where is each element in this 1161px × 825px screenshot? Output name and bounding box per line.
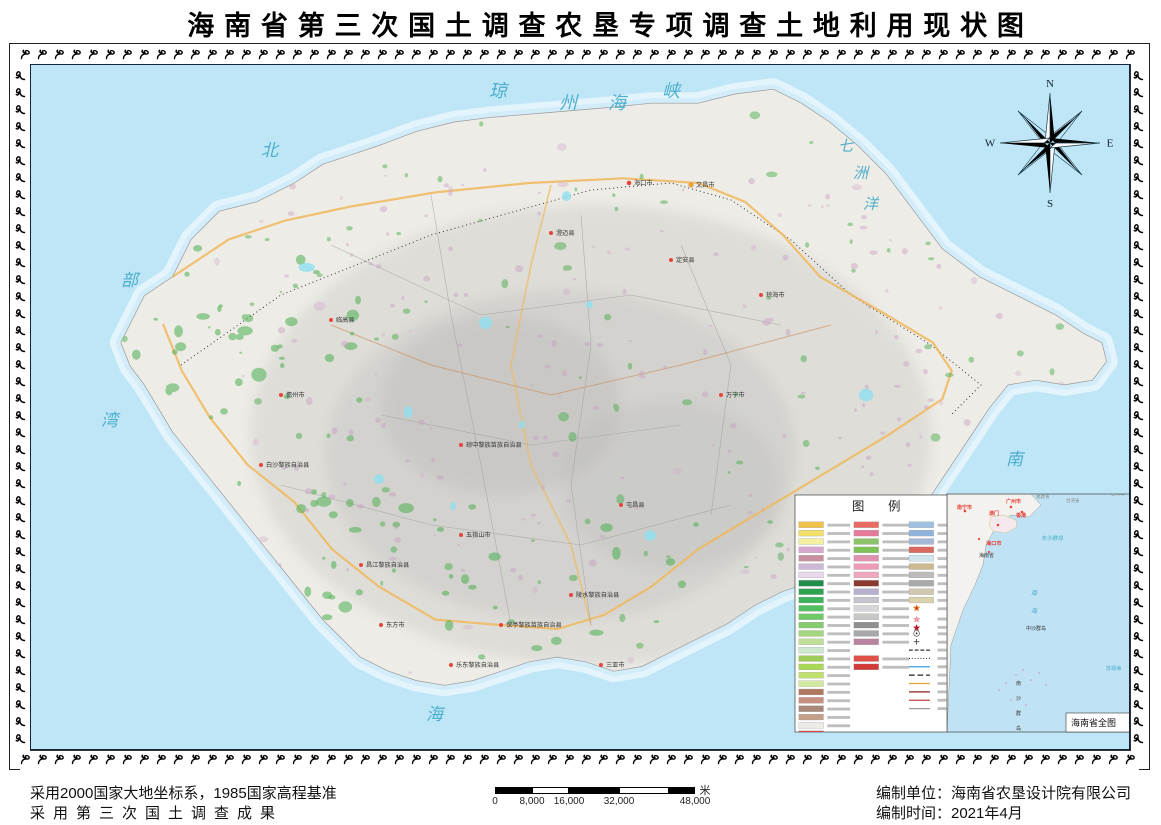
svg-text:广州市: 广州市 [1006, 498, 1021, 505]
svg-text:三亚市: 三亚市 [606, 661, 625, 669]
svg-text:澄迈县: 澄迈县 [556, 229, 575, 237]
svg-text:南: 南 [1031, 589, 1038, 597]
svg-text:W: W [985, 138, 996, 150]
svg-text:S: S [1047, 198, 1053, 210]
svg-text:峡: 峡 [662, 81, 682, 101]
svg-text:琼中黎族苗族自治县: 琼中黎族苗族自治县 [466, 441, 522, 449]
svg-text:白沙黎族自治县: 白沙黎族自治县 [266, 461, 309, 469]
svg-text:海口市: 海口市 [986, 539, 1002, 547]
svg-text:苏禄海: 苏禄海 [1106, 665, 1121, 672]
svg-text:图 例: 图 例 [852, 499, 906, 513]
svg-text:五指山市: 五指山市 [466, 531, 491, 539]
svg-text:海口市: 海口市 [634, 179, 653, 187]
svg-text:琼: 琼 [489, 81, 510, 101]
svg-text:洲: 洲 [853, 165, 870, 182]
svg-text:中沙群岛: 中沙群岛 [1026, 625, 1046, 632]
svg-text:乐东黎族自治县: 乐东黎族自治县 [456, 661, 499, 669]
svg-text:台湾岛: 台湾岛 [1111, 490, 1125, 497]
svg-text:海南省全图: 海南省全图 [1071, 717, 1116, 728]
svg-text:澳门: 澳门 [989, 510, 999, 517]
svg-text:N: N [1046, 78, 1054, 90]
svg-text:南: 南 [1016, 680, 1021, 687]
svg-text:岛: 岛 [1016, 725, 1021, 732]
svg-text:琼海市: 琼海市 [766, 291, 785, 299]
svg-text:东沙群岛: 东沙群岛 [1041, 535, 1064, 542]
svg-text:万宁市: 万宁市 [726, 391, 745, 399]
svg-text:台湾省: 台湾省 [1066, 497, 1080, 504]
svg-text:陵水黎族自治县: 陵水黎族自治县 [576, 591, 619, 599]
svg-text:东方市: 东方市 [386, 621, 405, 629]
svg-text:临高县: 临高县 [336, 316, 355, 324]
svg-text:沙: 沙 [1016, 696, 1021, 702]
svg-text:海: 海 [608, 93, 629, 113]
svg-text:E: E [1107, 138, 1114, 150]
svg-text:保亭黎族苗族自治县: 保亭黎族苗族自治县 [506, 621, 562, 629]
svg-text:南: 南 [1006, 450, 1026, 469]
svg-text:洋: 洋 [863, 196, 880, 213]
svg-text:海: 海 [426, 705, 446, 724]
svg-text:文昌市: 文昌市 [696, 181, 715, 189]
svg-text:海南省: 海南省 [979, 552, 994, 559]
svg-text:北: 北 [261, 141, 280, 160]
svg-text:香港: 香港 [1015, 512, 1027, 519]
svg-text:湾: 湾 [101, 411, 121, 430]
svg-text:七: 七 [838, 138, 855, 155]
svg-text:屯昌县: 屯昌县 [626, 501, 645, 509]
svg-text:定安县: 定安县 [676, 256, 695, 264]
svg-text:南宁市: 南宁市 [957, 504, 972, 511]
svg-text:海: 海 [1031, 607, 1038, 615]
svg-text:儋州市: 儋州市 [286, 391, 305, 399]
svg-text:州: 州 [559, 93, 579, 113]
svg-text:群: 群 [1016, 710, 1021, 717]
svg-text:昌江黎族自治县: 昌江黎族自治县 [366, 561, 409, 569]
